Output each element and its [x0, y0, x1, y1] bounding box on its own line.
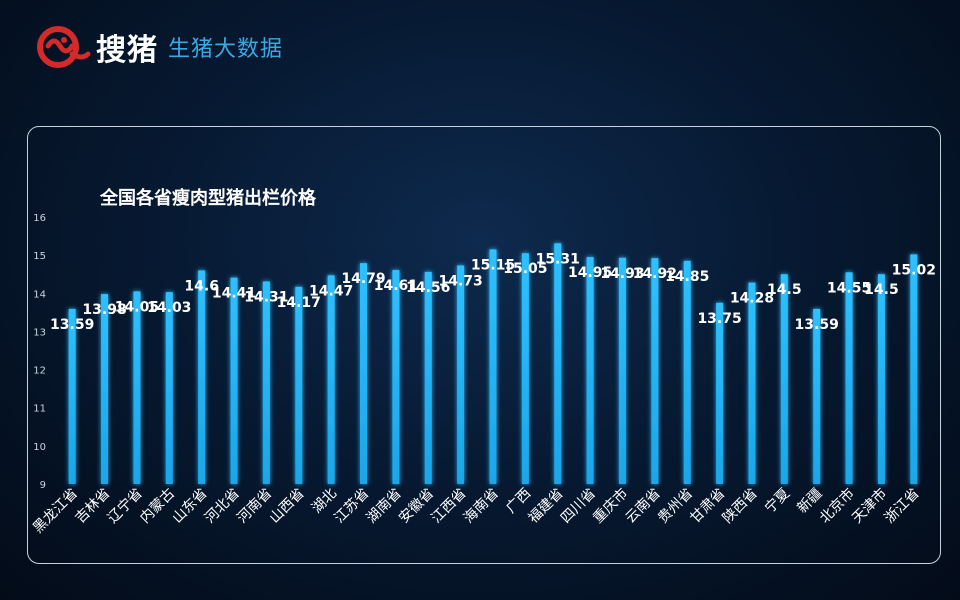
bar: [198, 270, 206, 484]
data-label: 14.5: [767, 282, 802, 298]
pig-logo-icon: [37, 26, 91, 68]
bar: [877, 274, 885, 484]
x-tick-label: 北京市: [816, 485, 858, 527]
data-label: 15.15: [471, 257, 515, 273]
x-tick-label: 贵州省: [655, 486, 696, 527]
x-tick-label: 内蒙古: [137, 486, 178, 527]
x-tick-label: 浙江省: [882, 486, 923, 527]
brand-name: 搜猪: [96, 33, 158, 68]
data-label: 14.73: [438, 273, 482, 289]
data-label: 15.05: [503, 261, 547, 277]
data-label: 14.95: [568, 265, 612, 281]
bar: [295, 286, 303, 484]
brand-tagline: 生猪大数据: [168, 37, 284, 62]
data-label: 14.55: [827, 280, 871, 296]
bar: [586, 257, 594, 484]
header: 搜猪 生猪大数据: [34, 22, 283, 72]
bar: [133, 291, 141, 484]
bar: [262, 281, 270, 484]
bar: [683, 260, 691, 484]
data-label: 13.59: [795, 317, 839, 333]
bar: [618, 257, 626, 484]
bar: [392, 270, 400, 484]
x-tick-label: 四川省: [558, 486, 599, 527]
y-tick-label: 10: [33, 442, 46, 453]
y-tick-label: 9: [40, 480, 46, 491]
x-tick-label: 黑龙江省: [30, 486, 81, 537]
data-label: 14.47: [309, 283, 353, 299]
y-tick-label: 12: [33, 366, 46, 377]
data-label: 14.6: [184, 278, 219, 294]
x-tick-label: 甘肃省: [687, 486, 728, 527]
data-label: 13.59: [50, 317, 94, 333]
x-tick-label: 江西省: [428, 486, 469, 527]
bar: [424, 271, 432, 484]
data-label: 14.85: [665, 269, 709, 285]
data-label: 14.56: [406, 280, 450, 296]
bar: [165, 292, 173, 484]
data-label: 14.28: [730, 291, 774, 307]
chart-panel: [27, 126, 941, 564]
data-label: 15.02: [892, 262, 936, 278]
x-tick-label: 宁夏: [761, 485, 793, 517]
data-label: 14.5: [864, 282, 899, 298]
data-label: 14.79: [341, 271, 385, 287]
data-label: 14.61: [374, 278, 418, 294]
x-tick-label: 河北省: [202, 486, 243, 527]
bar: [910, 254, 918, 484]
x-tick-label: 吉林省: [72, 486, 113, 527]
x-tick-label: 云南省: [623, 486, 664, 527]
bar: [230, 277, 238, 484]
x-tick-label: 天津市: [849, 485, 891, 527]
x-tick-label: 重庆市: [590, 485, 632, 527]
data-label: 14.31: [244, 289, 288, 305]
x-tick-label: 山西省: [267, 486, 308, 527]
x-tick-label: 安徽省: [396, 486, 437, 527]
data-label: 15.31: [536, 251, 580, 267]
bar: [780, 274, 788, 484]
x-tick-label: 湖南省: [364, 486, 405, 527]
bar: [457, 265, 465, 484]
bar: [327, 275, 335, 484]
y-tick-label: 14: [33, 289, 46, 300]
bar: [360, 263, 368, 484]
bar: [521, 253, 529, 484]
y-tick-label: 15: [33, 251, 46, 262]
data-label: 14.17: [277, 295, 321, 311]
x-tick-label: 河南省: [234, 486, 275, 527]
x-tick-label: 山东省: [169, 486, 210, 527]
data-label: 14.41: [212, 286, 256, 302]
data-label: 14.03: [147, 300, 191, 316]
x-tick-label: 辽宁省: [104, 485, 146, 527]
x-tick-label: 江苏省: [331, 486, 372, 527]
bar: [845, 272, 853, 484]
data-label: 13.98: [82, 302, 126, 318]
data-label: 14.93: [600, 266, 644, 282]
data-label: 14.05: [115, 299, 159, 315]
bar: [813, 308, 821, 484]
bar: [489, 249, 497, 484]
bar: [651, 258, 659, 484]
bar: [748, 282, 756, 484]
y-tick-label: 16: [33, 213, 46, 224]
y-tick-label: 13: [33, 327, 46, 338]
data-label: 13.75: [697, 311, 741, 327]
bar: [554, 243, 562, 484]
bar: [716, 302, 724, 484]
chart-title: 全国各省瘦肉型猪出栏价格: [100, 188, 316, 209]
x-tick-label: 福建省: [526, 486, 567, 527]
x-tick-label: 海南省: [461, 486, 502, 527]
data-label: 14.92: [633, 266, 677, 282]
y-tick-label: 11: [33, 404, 46, 415]
bar: [101, 294, 109, 484]
bar: [68, 308, 76, 484]
x-tick-label: 陕西省: [720, 486, 761, 527]
